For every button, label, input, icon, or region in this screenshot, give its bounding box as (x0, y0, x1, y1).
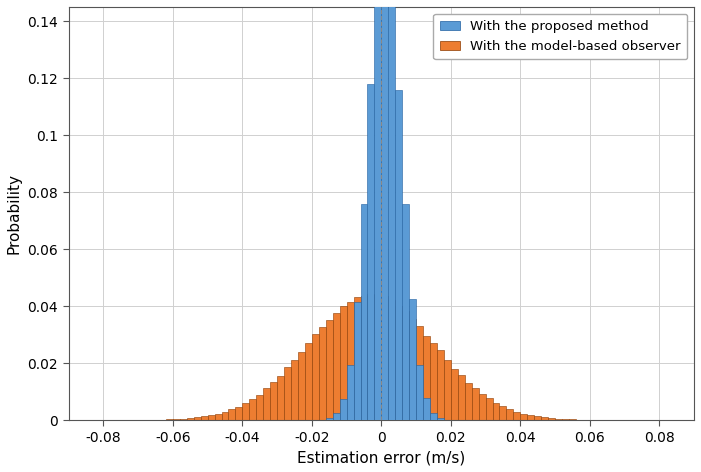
Bar (291, 360, 298, 420)
Bar (264, 388, 270, 420)
Bar (555, 419, 562, 420)
Bar (319, 327, 326, 420)
Bar (207, 415, 215, 420)
Bar (257, 395, 264, 420)
Bar (333, 413, 340, 420)
Bar (346, 365, 353, 420)
Bar (416, 326, 423, 420)
Bar (312, 334, 319, 420)
Bar (236, 406, 243, 420)
Bar (333, 313, 340, 420)
Bar (395, 306, 402, 420)
Bar (465, 382, 472, 420)
Bar (541, 417, 548, 420)
Bar (388, 301, 395, 420)
Bar (506, 409, 513, 420)
Bar (409, 320, 416, 420)
Bar (458, 375, 465, 420)
Bar (527, 415, 534, 420)
Bar (534, 416, 541, 420)
Bar (277, 376, 284, 420)
Bar (548, 418, 555, 420)
Bar (402, 311, 409, 420)
Bar (250, 399, 257, 420)
Bar (173, 419, 180, 420)
Bar (360, 295, 367, 420)
Bar (298, 352, 305, 420)
Bar (200, 416, 207, 420)
Bar (374, 0, 381, 420)
Bar (472, 388, 479, 420)
Bar (326, 418, 333, 420)
Bar (360, 203, 367, 420)
Bar (395, 90, 402, 420)
Bar (423, 336, 430, 420)
Bar (444, 360, 451, 420)
Bar (346, 302, 353, 420)
Bar (284, 367, 291, 420)
Bar (326, 320, 333, 420)
Legend: With the proposed method, With the model-based observer: With the proposed method, With the model… (433, 14, 688, 59)
Bar (340, 398, 346, 420)
Bar (374, 295, 381, 420)
Bar (270, 382, 277, 420)
Bar (486, 398, 493, 420)
Bar (353, 303, 360, 420)
Bar (493, 403, 500, 420)
Bar (180, 419, 186, 420)
Bar (388, 0, 395, 420)
Bar (430, 413, 437, 420)
Y-axis label: Probability: Probability (7, 173, 22, 254)
Bar (500, 406, 506, 420)
Bar (409, 299, 416, 420)
Bar (451, 369, 458, 420)
Bar (423, 398, 430, 420)
Bar (340, 306, 346, 420)
Bar (402, 204, 409, 420)
Bar (222, 412, 229, 420)
Bar (353, 297, 360, 420)
Bar (381, 296, 388, 420)
Bar (416, 364, 423, 420)
Bar (381, 0, 388, 420)
Bar (437, 351, 444, 420)
Bar (193, 417, 200, 420)
Bar (186, 418, 193, 420)
Bar (367, 84, 374, 420)
X-axis label: Estimation error (m/s): Estimation error (m/s) (297, 450, 465, 465)
Bar (562, 419, 569, 420)
Bar (229, 409, 236, 420)
Bar (479, 394, 486, 420)
Bar (243, 403, 250, 420)
Bar (305, 344, 312, 420)
Bar (437, 418, 444, 420)
Bar (520, 414, 527, 420)
Bar (430, 343, 437, 420)
Bar (215, 413, 222, 420)
Bar (367, 294, 374, 420)
Bar (513, 412, 520, 420)
